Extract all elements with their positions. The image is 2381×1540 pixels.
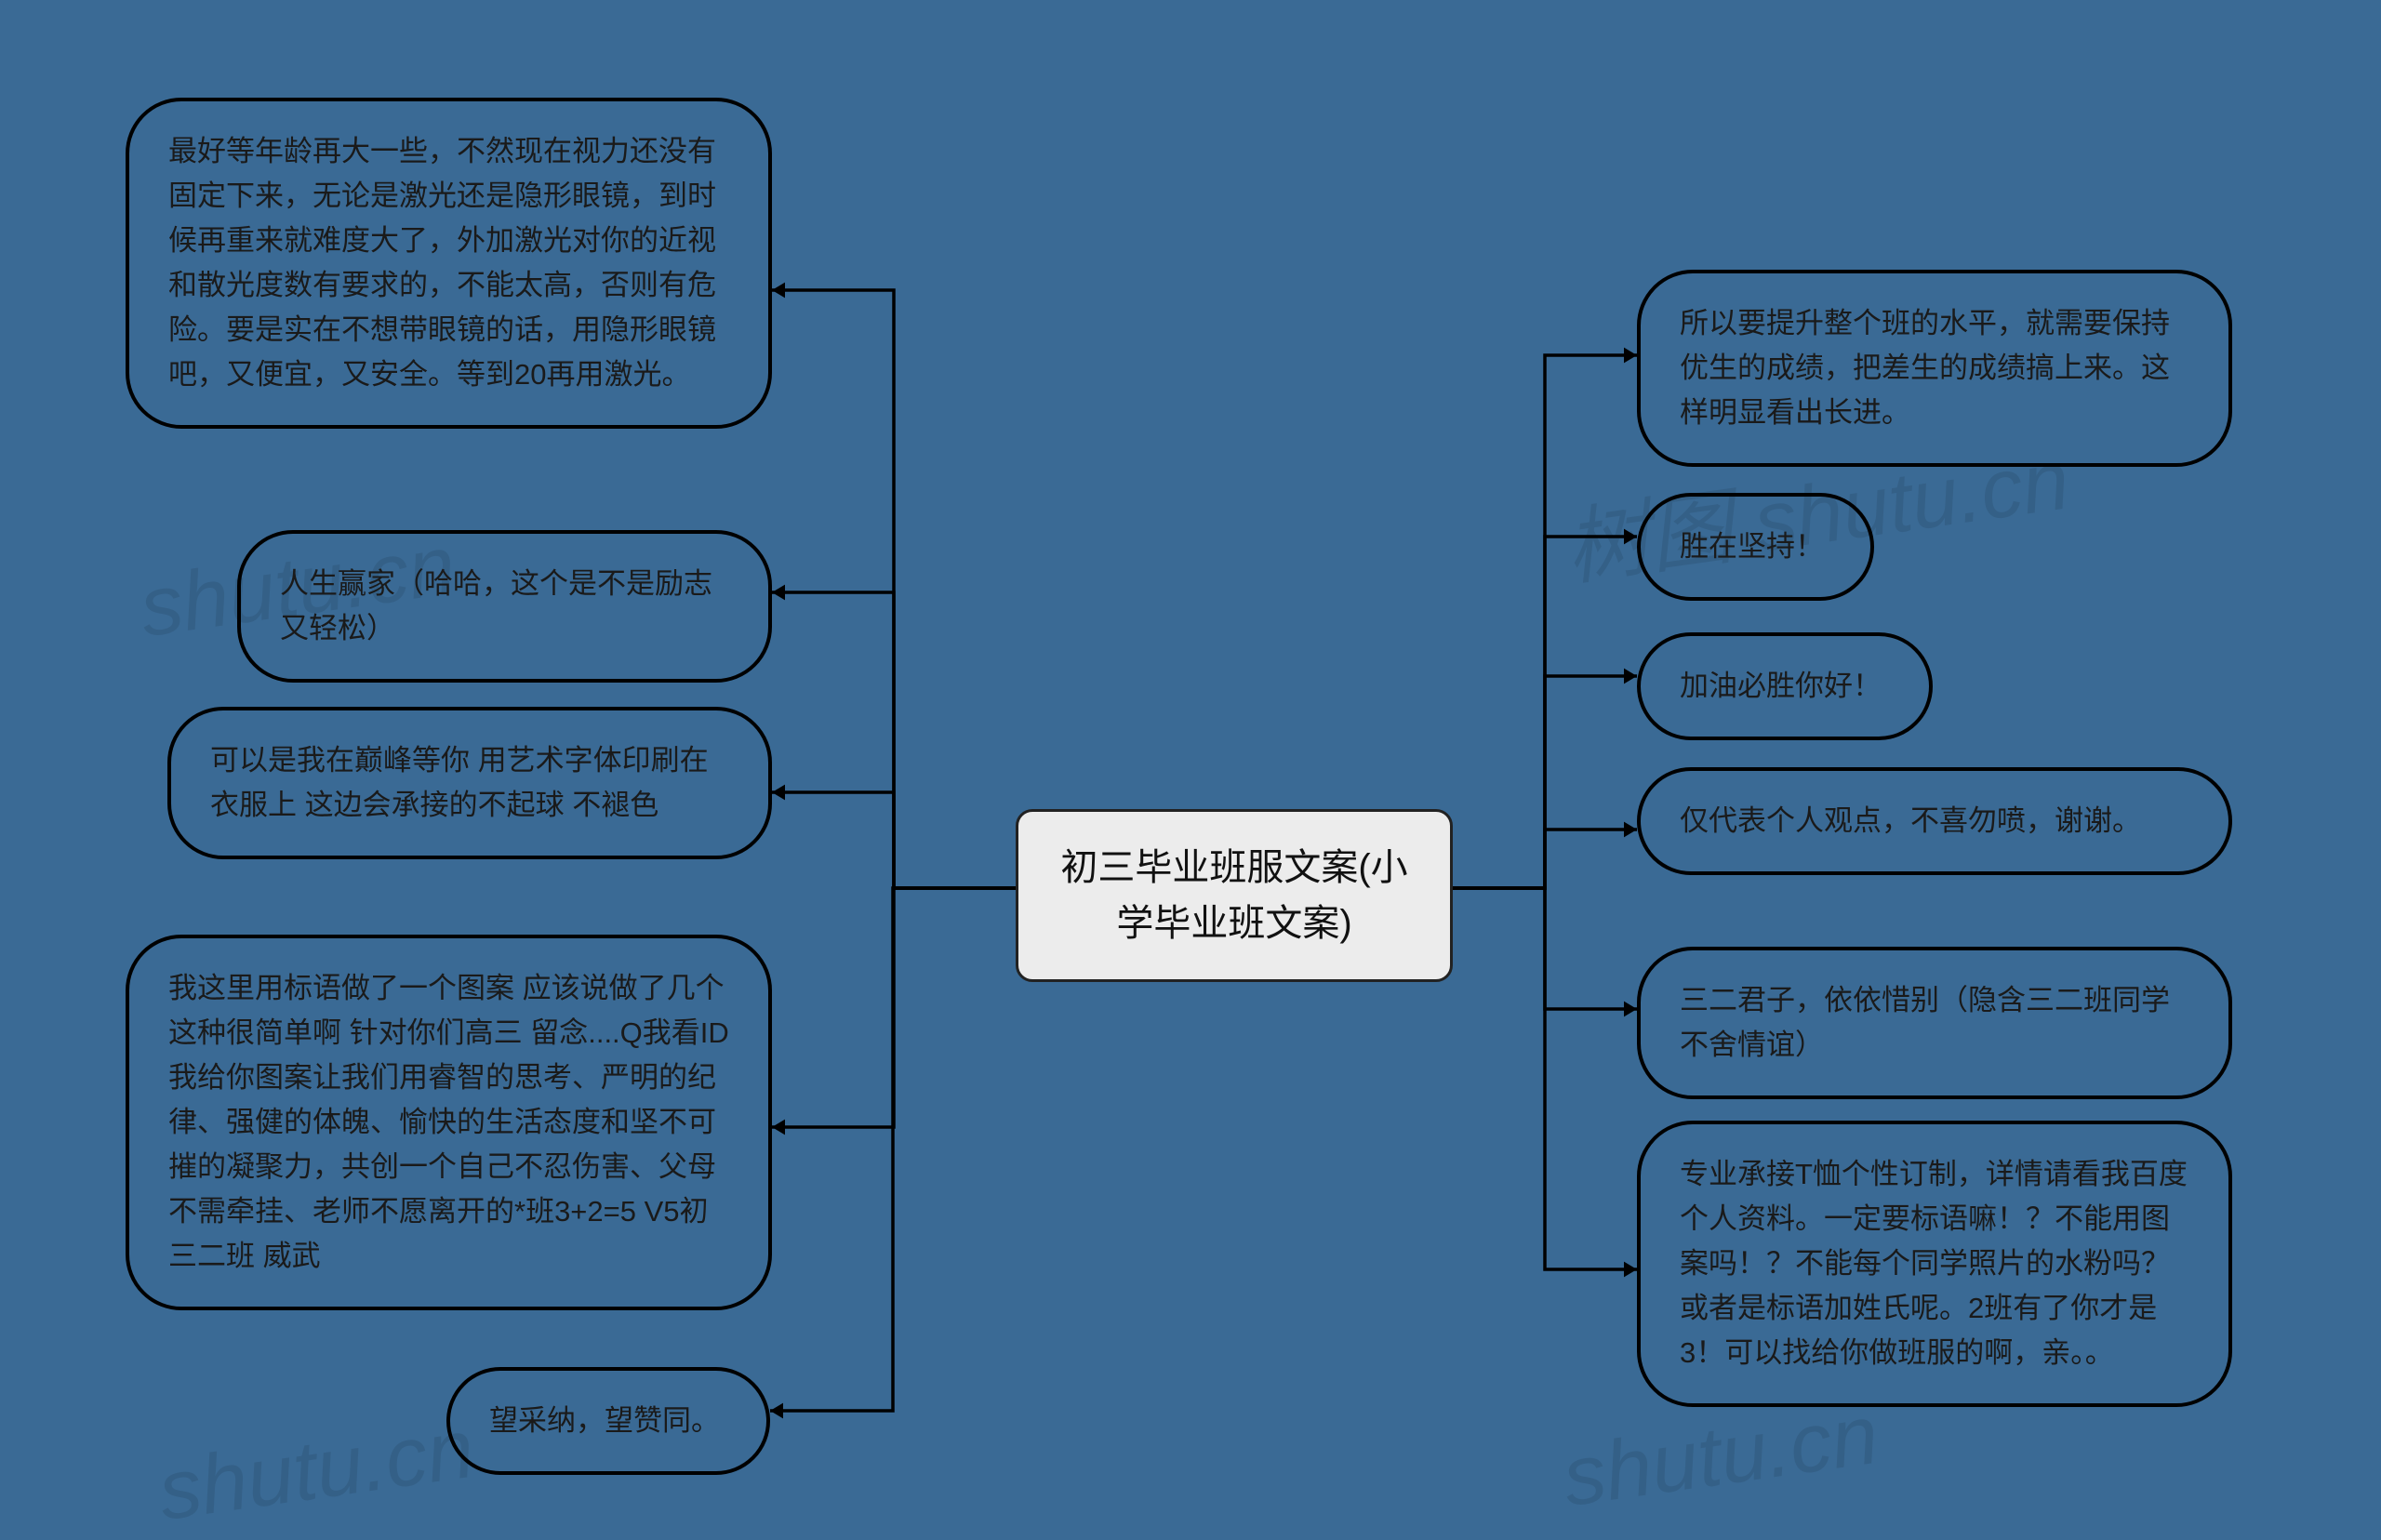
watermark: shutu.cn xyxy=(153,1401,479,1540)
watermark: shutu.cn xyxy=(1557,1387,1883,1526)
right-node-6: 专业承接T恤个性订制，详情请看我百度个人资料。一定要标语嘛！？不能用图案吗！？不… xyxy=(1637,1121,2232,1407)
left-node-4: 我这里用标语做了一个图案 应该说做了几个 这种很简单啊 针对你们高三 留念...… xyxy=(126,935,772,1310)
left-node-5: 望采纳，望赞同。 xyxy=(446,1367,770,1475)
mindmap-canvas: shutu.cn 树图 shutu.cn shutu.cn shutu.cn 初… xyxy=(0,0,2381,1439)
left-node-1: 最好等年龄再大一些，不然现在视力还没有固定下来，无论是激光还是隐形眼镜，到时候再… xyxy=(126,98,772,429)
left-node-3: 可以是我在巅峰等你 用艺术字体印刷在衣服上 这边会承接的不起球 不褪色 xyxy=(167,707,772,859)
right-node-5: 三二君子，依依惜别（隐含三二班同学不舍情谊） xyxy=(1637,947,2232,1099)
left-node-2: 人生赢家（哈哈，这个是不是励志又轻松） xyxy=(237,530,772,683)
right-node-2: 胜在坚持！ xyxy=(1637,493,1874,601)
right-node-4: 仅代表个人观点，不喜勿喷，谢谢。 xyxy=(1637,767,2232,875)
right-node-3: 加油必胜你好！ xyxy=(1637,632,1933,740)
center-node: 初三毕业班服文案(小学毕业班文案) xyxy=(1016,809,1453,982)
right-node-1: 所以要提升整个班的水平，就需要保持优生的成绩，把差生的成绩搞上来。这样明显看出长… xyxy=(1637,270,2232,467)
